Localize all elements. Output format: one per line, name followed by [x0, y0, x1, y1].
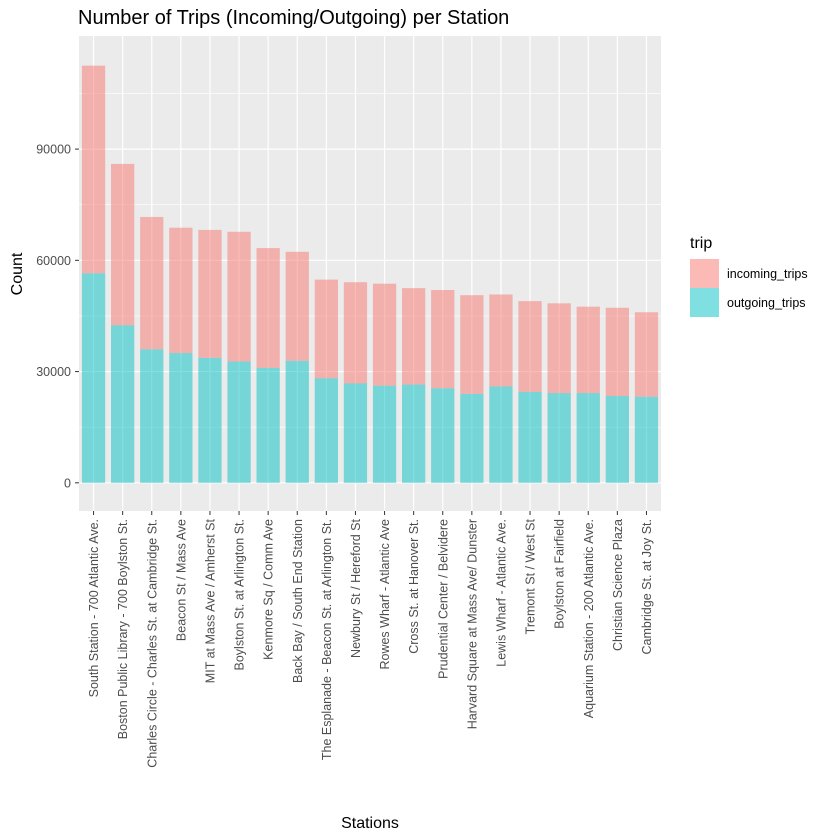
x-tick-label: Charles Circle - Charles St. at Cambridg… [145, 519, 159, 768]
x-tick-label: Boylston at Fairfield [553, 519, 567, 629]
chart-title: Number of Trips (Incoming/Outgoing) per … [78, 7, 509, 29]
bar-outgoing [169, 353, 193, 483]
bar-outgoing [547, 393, 571, 483]
x-tick-label: Beacon St / Mass Ave [174, 519, 188, 641]
x-tick-label: Christian Science Plaza [611, 519, 625, 651]
bar-incoming [634, 312, 659, 397]
bar-incoming [343, 282, 368, 384]
bar-outgoing [518, 391, 542, 483]
y-tick-label: 90000 [36, 143, 71, 157]
x-tick-label: Prudential Center / Belvidere [436, 519, 450, 679]
bar-incoming [285, 251, 309, 361]
legend-label-outgoing: outgoing_trips [727, 296, 806, 310]
bar-outgoing [111, 325, 135, 483]
bar-outgoing [634, 396, 659, 483]
y-tick-label: 0 [64, 476, 71, 490]
bar-outgoing [256, 367, 280, 483]
bar-outgoing [343, 383, 368, 483]
bar-incoming [198, 229, 222, 358]
bar-incoming [314, 279, 338, 379]
legend-label-incoming: incoming_trips [727, 267, 808, 281]
x-tick-label: MIT at Mass Ave / Amherst St [203, 518, 217, 683]
x-axis: South Station - 700 Atlantic Ave. Boston … [87, 511, 654, 768]
x-tick-label: Tremont St / West St [524, 518, 538, 634]
legend-title: trip [690, 235, 712, 252]
bar-incoming [605, 307, 629, 397]
legend-swatch-incoming [690, 259, 719, 288]
x-tick-label: Cross St. at Hanover St. [407, 519, 421, 654]
bar-outgoing [402, 384, 426, 483]
y-axis-title: Count [9, 252, 26, 295]
bar-outgoing [81, 273, 106, 483]
x-tick-label: Lewis Wharf - Atlantic Ave. [494, 519, 508, 667]
bar-outgoing [605, 396, 629, 483]
legend-swatch-outgoing [690, 288, 719, 317]
bar-outgoing [314, 378, 338, 483]
x-tick-label: Harvard Square at Mass Ave/ Dunster [465, 519, 479, 729]
y-tick-label: 60000 [36, 254, 71, 268]
bar-outgoing [460, 393, 484, 483]
bar-incoming [81, 65, 106, 274]
bar-incoming [140, 216, 164, 350]
x-tick-label: Aquarium Station - 200 Atlantic Ave. [582, 519, 596, 718]
x-tick-label: Boston Public Library - 700 Boylston St. [116, 519, 130, 739]
bar-outgoing [489, 386, 513, 483]
bar-incoming [489, 294, 513, 387]
x-tick-label: South Station - 700 Atlantic Ave. [87, 519, 101, 697]
bar-outgoing [227, 361, 251, 483]
x-tick-label: Back Bay / South End Station [291, 519, 305, 683]
x-tick-label: Kenmore Sq / Comm Ave [262, 519, 276, 660]
bar-outgoing [140, 349, 164, 483]
bar-incoming [431, 290, 455, 389]
bar-incoming [576, 306, 600, 394]
x-tick-label: Newbury St / Hereford St [349, 518, 363, 657]
plot-panel [79, 36, 661, 511]
bar-outgoing [285, 360, 309, 483]
bar-incoming [372, 283, 397, 386]
bar-incoming [518, 301, 542, 392]
x-tick-label: Rowes Wharf - Atlantic Ave [378, 519, 392, 670]
x-tick-label: The Esplanade - Beacon St. at Arlington … [320, 519, 334, 760]
bar-outgoing [431, 388, 455, 483]
bar-incoming [256, 248, 280, 368]
bar-incoming [402, 288, 426, 385]
bar-incoming [227, 231, 251, 362]
bars [81, 65, 659, 483]
bar-outgoing [576, 393, 600, 483]
bar-outgoing [372, 385, 397, 483]
x-tick-label: Cambridge St. at Joy St. [640, 519, 654, 654]
bar-incoming [460, 295, 484, 394]
x-tick-label: Boylston St. at Arlington St. [233, 519, 247, 670]
bar-incoming [169, 227, 193, 354]
x-axis-title: Stations [341, 815, 399, 832]
y-axis: 0 30000 60000 90000 [36, 143, 79, 490]
bar-incoming [111, 163, 135, 326]
bar-incoming [547, 303, 571, 394]
y-tick-label: 30000 [36, 365, 71, 379]
legend: trip incoming_trips outgoing_trips [690, 235, 808, 317]
bar-outgoing [198, 357, 222, 483]
